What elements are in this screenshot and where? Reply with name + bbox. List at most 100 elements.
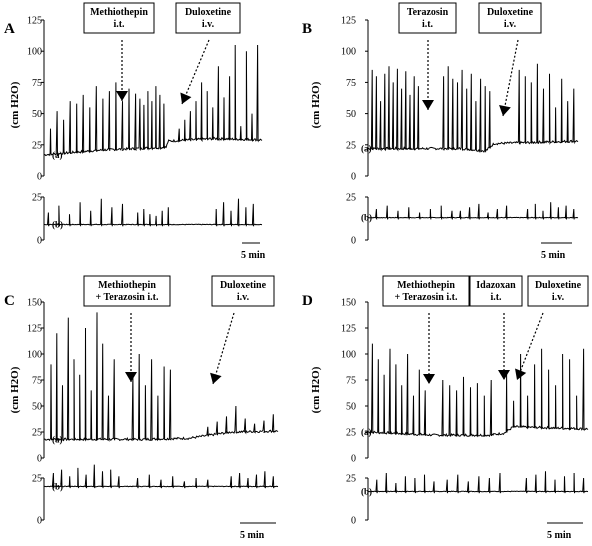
panel-b-annotation-text-0-1: i.t.: [422, 19, 434, 30]
panel-c-top-ytick-label-50: 50: [32, 402, 42, 413]
panel-b-bottom-ytick-label-0: 0: [351, 236, 356, 247]
panel-c-top-pressure-trace: [43, 312, 279, 442]
panel-d-top-ytick-label-25: 25: [346, 428, 356, 439]
panel-b-bottom-pressure-trace: [368, 202, 579, 220]
panel-c-bottom-trace-label: (b): [52, 481, 63, 491]
panel-d-annotation-box-2: [527, 275, 589, 307]
panel-a-top-ytick-label-75: 75: [32, 78, 42, 89]
panel-d-y-axis-title: (cm H2O): [310, 366, 322, 413]
panel-d-annotation-box-1: [469, 275, 523, 307]
panel-c-annotation-arrowhead-1: [210, 372, 222, 384]
panel-c-annotation-text-1-1: i.v.: [237, 292, 250, 303]
panel-b-annotation-arrow-line-1: [502, 39, 519, 117]
panel-d-annotation-text-0-1: + Terazosin i.t.: [395, 292, 458, 303]
panel-d-bottom-ytick-label-0: 0: [351, 516, 356, 527]
panel-b-bottom-trace-label: (b): [361, 213, 372, 223]
panel-c-annotation-text-0-1: + Terazosin i.t.: [96, 292, 159, 303]
panel-a-y-axis-title: (cm H2O): [9, 81, 21, 128]
panel-b-annotation-box-1: [478, 2, 542, 34]
panel-c-annotation-arrow-line-1: [212, 312, 235, 385]
panel-a-top-trace-label: (a): [52, 150, 63, 160]
panel-a-bottom-trace-label: (b): [52, 220, 63, 230]
panel-d-annotation-arrowhead-0: [423, 374, 435, 384]
panel-b-annotation-text-0-0: Terazosin: [407, 7, 449, 18]
panel-b-top-ytick-label-75: 75: [346, 78, 356, 89]
panel-b-annotation-text-1-0: Duloxetine: [487, 7, 534, 18]
panel-c-annotation-box-1: [211, 275, 275, 307]
panel-c-annotation-arrowhead-0: [125, 372, 137, 382]
panel-a-annotation-arrowhead-0: [116, 91, 128, 101]
panel-a-top-ytick-label-50: 50: [32, 109, 42, 120]
panel-d-top-ytick-label-75: 75: [346, 376, 356, 387]
panel-d-annotation-text-1-1: i.t.: [490, 292, 502, 303]
panel-b-top-ytick-label-100: 100: [341, 47, 356, 58]
panel-c-top-ytick-label-75: 75: [32, 376, 42, 387]
panel-a-annotation-text-1-0: Duloxetine: [185, 7, 232, 18]
panel-d-bottom-ytick-label-25: 25: [346, 474, 356, 485]
panel-a-top-ytick-label-0: 0: [37, 172, 42, 183]
panel-c-top-ytick-label-0: 0: [37, 454, 42, 465]
panel-d-top-ytick-label-100: 100: [341, 350, 356, 361]
panel-b-scale-bar-label: 5 min: [541, 250, 566, 261]
panel-c-top-trace-label: (a): [52, 434, 63, 444]
panel-c-letter: C: [4, 293, 15, 309]
panel-b-top-ytick-label-25: 25: [346, 140, 356, 151]
panel-b-letter: B: [302, 21, 312, 37]
panel-b-top-ytick-label-0: 0: [351, 172, 356, 183]
panel-d-scale-bar-label: 5 min: [547, 530, 572, 541]
panel-b-bottom-ytick-label-25: 25: [346, 193, 356, 204]
panel-d-top-ytick-label-50: 50: [346, 402, 356, 413]
panel-c-top-ytick-label-25: 25: [32, 428, 42, 439]
panel-d-annotation-box-0: [382, 275, 470, 307]
panel-a-letter: A: [4, 21, 15, 37]
panel-a-annotation-box-0: [83, 2, 155, 34]
panel-c-annotation-text-1-0: Duloxetine: [220, 280, 267, 291]
panel-c-bottom-pressure-trace: [44, 464, 279, 489]
panel-b-y-axis-title: (cm H2O): [310, 81, 322, 128]
panel-d-bottom-trace-label: (b): [361, 486, 372, 496]
panel-d-bottom-pressure-trace: [368, 471, 589, 494]
panel-d-top-ytick-label-0: 0: [351, 454, 356, 465]
panel-a-top-ytick-label-125: 125: [27, 16, 42, 27]
panel-d-annotation-arrowhead-1: [498, 370, 510, 380]
panel-c-top-ytick-label-150: 150: [27, 298, 42, 309]
panel-c-y-axis-title: (cm H2O): [9, 366, 21, 413]
panel-b-top-ytick-label-50: 50: [346, 109, 356, 120]
panel-d-top-trace-label: (a): [361, 427, 372, 437]
panel-b-top-ytick-label-125: 125: [341, 16, 356, 27]
panel-d-top-pressure-trace: [367, 343, 589, 438]
panel-b-top-trace-label: (a): [361, 144, 372, 154]
panel-a-top-ytick-label-100: 100: [27, 47, 42, 58]
panel-a-bottom-ytick-label-25: 25: [32, 193, 42, 204]
panel-d-top-ytick-label-125: 125: [341, 324, 356, 335]
panel-a-top-pressure-trace: [43, 44, 263, 157]
panel-a-annotation-text-0-1: i.t.: [113, 19, 125, 30]
panel-b-annotation-arrowhead-1: [499, 105, 511, 116]
panel-a-annotation-arrowhead-1: [180, 92, 192, 104]
panel-c-top-ytick-label-125: 125: [27, 324, 42, 335]
panel-c-bottom-ytick-label-25: 25: [32, 474, 42, 485]
panel-c-annotation-text-0-0: Methiothepin: [98, 280, 156, 291]
panel-b-top-pressure-trace: [367, 63, 579, 154]
panel-a-annotation-box-1: [175, 2, 241, 34]
panel-d-annotation-arrow-line-2: [516, 312, 544, 381]
panel-d-annotation-text-0-0: Methiothepin: [397, 280, 455, 291]
panel-a-annotation-text-1-1: i.v.: [202, 19, 215, 30]
panel-d-annotation-text-2-0: Duloxetine: [535, 280, 582, 291]
panel-c-top-ytick-label-100: 100: [27, 350, 42, 361]
panel-b-annotation-arrowhead-0: [422, 100, 434, 110]
panel-a-scale-bar-label: 5 min: [241, 250, 266, 261]
panel-d-annotation-text-1-0: Idazoxan: [476, 280, 516, 291]
panel-a-annotation-arrow-line-1: [181, 39, 210, 105]
panel-a-top-ytick-label-25: 25: [32, 140, 42, 151]
panel-a-bottom-pressure-trace: [44, 198, 263, 227]
panel-d-annotation-text-2-1: i.v.: [552, 292, 565, 303]
panel-c-annotation-box-0: [83, 275, 171, 307]
panel-a-annotation-text-0-0: Methiothepin: [90, 7, 148, 18]
panel-c-scale-bar-label: 5 min: [240, 530, 265, 541]
panel-c-bottom-ytick-label-0: 0: [37, 516, 42, 527]
panel-d-annotation-arrowhead-2: [515, 368, 527, 380]
panel-a-bottom-ytick-label-0: 0: [37, 236, 42, 247]
